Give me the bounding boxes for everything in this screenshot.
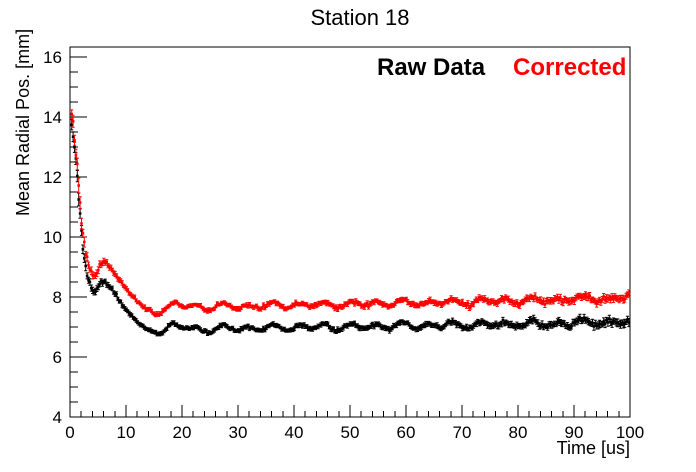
axis-ticks bbox=[69, 56, 631, 418]
x-tick-label: 30 bbox=[229, 423, 248, 442]
y-tick-label: 6 bbox=[53, 348, 62, 367]
x-tick-label: 20 bbox=[173, 423, 192, 442]
x-tick-label: 0 bbox=[65, 423, 74, 442]
x-tick-label: 50 bbox=[341, 423, 360, 442]
y-axis-title: Mean Radial Pos. [mm] bbox=[13, 28, 33, 216]
x-axis-title: Time [us] bbox=[556, 438, 630, 458]
x-tick-label: 60 bbox=[397, 423, 416, 442]
y-tick-label: 16 bbox=[43, 48, 62, 67]
plot-frame bbox=[69, 46, 631, 418]
x-tick-label: 40 bbox=[285, 423, 304, 442]
legend-entry-raw-data: Raw Data bbox=[377, 54, 486, 81]
y-tick-label: 8 bbox=[53, 288, 62, 307]
plot-title: Station 18 bbox=[310, 5, 410, 30]
legend-entry-corrected: Corrected bbox=[513, 54, 627, 81]
x-tick-label: 100 bbox=[616, 423, 644, 442]
y-tick-label: 12 bbox=[43, 168, 62, 187]
x-tick-label: 90 bbox=[565, 423, 584, 442]
x-tick-label: 70 bbox=[453, 423, 472, 442]
series-corrected-markers bbox=[70, 112, 631, 317]
x-tick-label: 10 bbox=[117, 423, 136, 442]
y-tick-label: 10 bbox=[43, 228, 62, 247]
legend: Raw Data Corrected bbox=[377, 54, 626, 82]
series-corrected-errorbars bbox=[70, 109, 631, 318]
y-tick-label: 14 bbox=[43, 108, 62, 127]
x-tick-label: 80 bbox=[509, 423, 528, 442]
y-tick-label: 4 bbox=[53, 408, 62, 427]
